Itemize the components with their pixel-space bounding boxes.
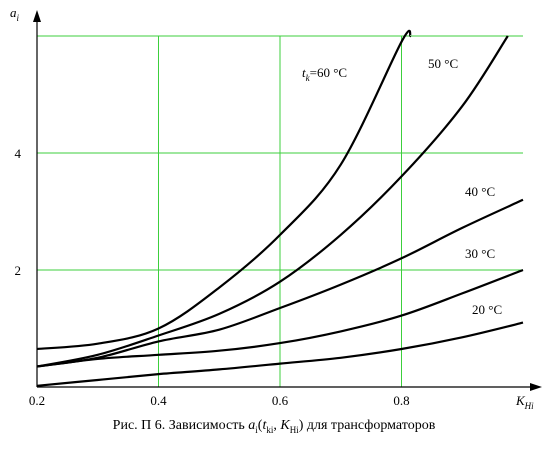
series-label-main: t [302, 65, 306, 80]
x-tick-label-3: 0.8 [393, 393, 409, 408]
caption-t-sub: ki [266, 424, 274, 435]
series-line-0 [36, 29, 412, 351]
y-axis-label: ai [10, 5, 20, 23]
caption-open: ( [257, 418, 263, 433]
caption-a-sub: i [255, 424, 258, 435]
series-line-2 [36, 198, 524, 368]
series-label-2: 40 °C [465, 184, 495, 199]
series-label-sub: k [306, 73, 311, 83]
caption-comma: , [273, 418, 281, 433]
y-tick-label-0: 2 [15, 263, 22, 278]
x-tick-label-0: 0.2 [29, 393, 45, 408]
caption-k: K [280, 418, 290, 433]
x-tick-label-1: 0.4 [150, 393, 167, 408]
caption-a: a [248, 418, 256, 433]
series-line-1 [36, 35, 509, 368]
series-label-0: tk=60 °C [302, 65, 347, 83]
x-axis-arrow [530, 383, 542, 391]
y-axis-label-sub: i [17, 13, 20, 23]
x-tick-label-2: 0.6 [272, 393, 289, 408]
series-label-1: 50 °C [428, 56, 458, 71]
y-axis-arrow [33, 10, 41, 22]
series-line-4 [36, 321, 524, 387]
caption-prefix: Рис. П 6. Зависимость [112, 418, 249, 433]
x-axis-label-sub: Hi [524, 401, 534, 411]
series-label-4: 20 °C [472, 302, 502, 317]
y-tick-label-1: 4 [15, 146, 22, 161]
caption-t: t [262, 418, 267, 433]
series-line-3 [36, 268, 524, 368]
x-axis-label-main: K [515, 393, 526, 408]
series-label-3: 30 °C [465, 246, 495, 261]
y-axis-label-main: a [10, 5, 17, 20]
caption-k-sub: Hi [289, 424, 299, 435]
figure-caption: Рис. П 6. Зависимость ai(tki, KHi) для т… [0, 418, 548, 435]
caption-suffix: для трансформаторов [303, 418, 436, 433]
series-label-rest: =60 °C [310, 65, 347, 80]
caption-close: ) [298, 418, 304, 433]
x-axis-label: KHi [515, 393, 534, 411]
